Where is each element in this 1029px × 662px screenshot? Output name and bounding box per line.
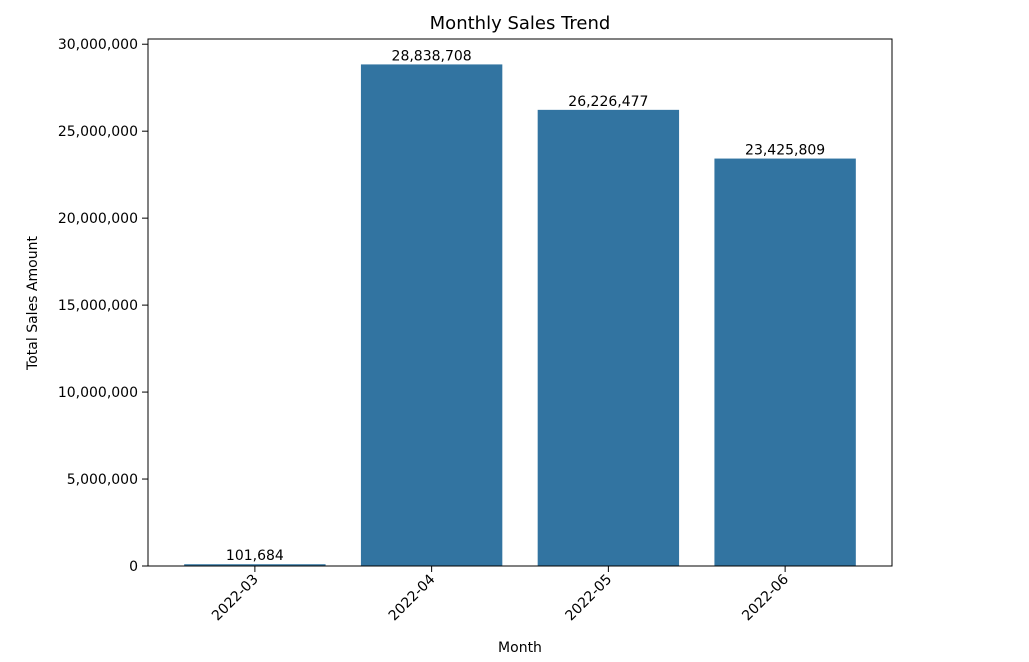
bar <box>537 109 680 566</box>
y-tick-label: 25,000,000 <box>58 124 138 140</box>
bar <box>714 158 856 566</box>
chart-title: Monthly Sales Trend <box>430 13 611 34</box>
bar-value-labels: 101,684 28,838,708 26,226,477 23,425,809 <box>226 48 825 564</box>
plot-frame <box>147 38 893 567</box>
x-tick-label: 2022-04 <box>386 571 439 624</box>
y-tick-label: 5,000,000 <box>67 472 138 488</box>
y-tick-label: 0 <box>129 559 138 575</box>
bar-value-label: 23,425,809 <box>745 143 825 159</box>
y-axis: 0 5,000,000 10,000,000 15,000,000 20,000,000… <box>58 37 148 575</box>
x-axis-title: Month <box>498 640 542 656</box>
x-tick-label: 2022-03 <box>209 572 262 625</box>
y-tick-label: 10,000,000 <box>58 385 138 401</box>
bar <box>184 564 326 566</box>
x-tick-label: 2022-06 <box>739 571 792 624</box>
bar-value-label: 28,838,708 <box>392 48 472 64</box>
bar-series <box>184 64 856 567</box>
bar <box>360 64 503 567</box>
y-tick-label: 15,000,000 <box>58 298 138 314</box>
bar-value-label: 26,226,477 <box>568 94 648 110</box>
bar-value-label: 101,684 <box>226 548 284 564</box>
x-tick-label: 2022-05 <box>563 572 616 625</box>
x-axis: 2022-03 2022-04 2022-05 2022-06 <box>209 566 792 624</box>
y-tick-label: 30,000,000 <box>58 37 138 53</box>
y-tick-label: 20,000,000 <box>58 211 138 227</box>
y-axis-title: Total Sales Amount <box>25 236 41 371</box>
